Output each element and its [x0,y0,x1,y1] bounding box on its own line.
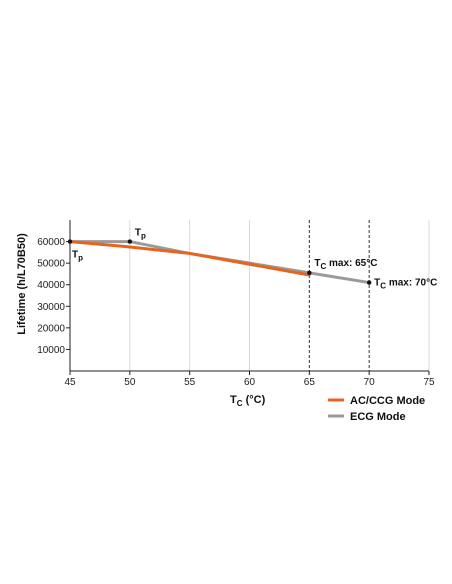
series-line-ac-ccg-mode [68,240,311,277]
annotation-3: TC max: 70°C [374,278,437,291]
series-layer [68,240,371,285]
annotation-3-sub: C [380,282,386,291]
annotation-2: TC max: 65°C [314,258,377,271]
x-tick-label-50: 50 [124,377,136,388]
annotation-0-main: T [72,250,78,261]
x-axis-title-rest: (°C) [243,394,266,406]
y-tick-label-10000: 10000 [37,345,65,356]
annotation-1: Tp [135,228,146,241]
legend-label-ac-ccg-mode: AC/CCG Mode [350,395,425,407]
x-tick-label-70: 70 [364,377,376,388]
x-axis-title-main: T [230,394,237,406]
y-tick-label-40000: 40000 [37,280,65,291]
x-axis-title: TC (°C) [230,394,266,408]
annotation-2-rest: max: 65°C [326,258,377,269]
marker-point-2 [307,270,312,276]
annotation-2-main: T [314,258,320,269]
points-layer [67,239,372,285]
x-tick-label-55: 55 [184,377,196,388]
y-tick-label-30000: 30000 [37,302,65,313]
annotation-1-sub: p [141,232,146,241]
y-tick-label-20000: 20000 [37,323,65,334]
x-tick-label-45: 45 [64,377,76,388]
marker-point-0 [67,239,73,244]
y-tick-label-50000: 50000 [37,259,65,270]
x-tick-label-65: 65 [304,377,316,388]
legend: AC/CCG Mode ECG Mode [328,395,425,423]
x-tick-label-75: 75 [423,377,435,388]
x-axis-title-sub: C [237,399,243,408]
annotation-0-sub: p [78,254,83,263]
x-tick-label-60: 60 [244,377,256,388]
ticks-layer: 45 50 55 60 65 70 75 10000 20000 30000 40000 50000 6… [37,237,435,388]
marker-point-1 [127,239,133,244]
annotation-0: Tp [72,250,83,263]
y-tick-label-60000: 60000 [37,237,65,248]
marker-point-3 [366,280,372,285]
annotation-1-main: T [135,228,141,239]
grid-layer [129,220,430,371]
annotation-3-main: T [374,278,380,289]
annotation-3-rest: max: 70°C [386,278,437,289]
legend-label-ecg-mode: ECG Mode [350,411,406,423]
annotation-2-sub: C [320,262,326,271]
y-axis-title: Lifetime (h/L70B50) [16,233,28,335]
